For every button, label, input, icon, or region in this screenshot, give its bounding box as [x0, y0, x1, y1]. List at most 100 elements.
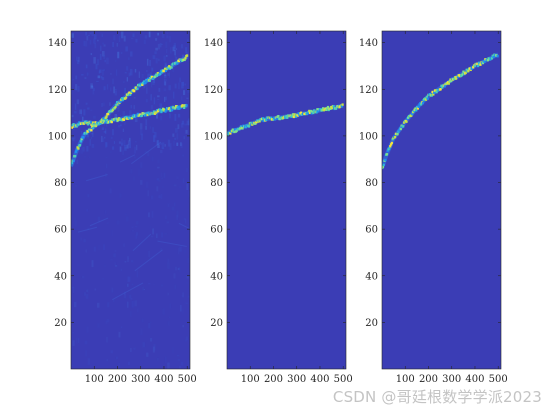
ridge-point — [107, 112, 110, 116]
noise-speck — [185, 129, 188, 134]
ridge-point — [72, 123, 75, 126]
noise-speck — [129, 141, 132, 149]
noise-speck — [153, 283, 156, 285]
noise-speck — [157, 58, 160, 62]
noise-speck — [145, 83, 148, 88]
noise-speck — [159, 103, 163, 108]
noise-speck — [71, 90, 73, 95]
noise-speck — [86, 145, 89, 152]
noise-speck — [153, 344, 156, 351]
ridge-point — [94, 124, 98, 128]
noise-speck — [93, 115, 96, 119]
noise-speck — [184, 218, 187, 224]
noise-speck — [84, 40, 88, 47]
noise-speck — [75, 84, 78, 91]
noise-speck — [91, 31, 94, 37]
noise-speck — [182, 81, 184, 86]
noise-speck — [140, 123, 143, 130]
noise-speck — [156, 177, 160, 180]
noise-speck — [76, 99, 80, 105]
ridge-point — [152, 110, 156, 113]
noise-speck — [128, 276, 131, 282]
noise-speck — [138, 168, 140, 176]
ridge-point — [255, 120, 258, 124]
noise-speck — [141, 73, 144, 79]
ridge-point — [476, 62, 479, 66]
ridge-point — [160, 110, 163, 114]
ridge-point — [418, 103, 421, 106]
noise-speck — [71, 114, 74, 118]
ridge-point — [402, 125, 405, 128]
noise-speck — [83, 292, 87, 296]
noise-speck — [123, 140, 126, 146]
noise-speck — [86, 72, 89, 76]
noise-speck — [186, 282, 188, 284]
noise-speck — [115, 69, 118, 76]
ridge-point — [446, 81, 450, 84]
noise-speck — [120, 52, 123, 54]
noise-speck — [71, 137, 74, 140]
ridge-point — [234, 128, 237, 131]
noise-speck — [165, 96, 167, 101]
ridge-point — [133, 89, 136, 93]
noise-speck — [149, 72, 152, 76]
ridge-point — [74, 154, 77, 158]
noise-speck — [174, 83, 177, 89]
noise-speck — [123, 291, 127, 299]
y-tick-label: 80 — [210, 178, 223, 189]
noise-speck — [184, 123, 187, 126]
noise-speck — [140, 328, 143, 335]
noise-speck — [147, 190, 149, 197]
noise-speck — [81, 275, 85, 279]
noise-speck — [96, 80, 99, 83]
noise-speck — [74, 111, 77, 114]
noise-speck — [134, 156, 136, 159]
ridge-point — [258, 120, 261, 123]
noise-speck — [157, 159, 160, 164]
ridge-point — [94, 121, 97, 124]
noise-speck — [133, 105, 135, 110]
ridge-point — [159, 109, 162, 112]
x-tick-label: 100 — [396, 374, 415, 385]
noise-speck — [122, 149, 125, 156]
noise-speck — [157, 144, 160, 149]
noise-speck — [77, 264, 80, 266]
x-tick-label: 300 — [131, 374, 150, 385]
noise-speck — [97, 323, 100, 328]
heatmap-background — [71, 31, 190, 369]
ridge-point — [155, 110, 158, 114]
ridge-point — [476, 64, 480, 68]
ridge-line — [227, 103, 344, 136]
noise-speck — [180, 143, 183, 148]
noise-speck — [77, 368, 81, 369]
noise-speck — [152, 80, 155, 86]
noise-speck — [97, 39, 99, 42]
ridge-point — [71, 164, 73, 167]
y-tick-label: 120 — [204, 85, 223, 96]
noise-speck — [181, 82, 184, 89]
noise-speck — [72, 286, 75, 294]
ridge-point — [168, 67, 172, 70]
ridge-point — [434, 89, 437, 92]
ridge-point — [227, 131, 229, 135]
noise-speck — [103, 130, 107, 133]
noise-speck — [162, 308, 165, 315]
ridge-point — [462, 70, 465, 73]
heatmap-background — [382, 31, 501, 369]
noise-speck — [87, 227, 90, 231]
ridge-point — [117, 118, 120, 122]
ridge-point — [448, 80, 451, 83]
noise-speck — [163, 55, 166, 62]
noise-speck — [145, 119, 148, 126]
ridge-point — [98, 122, 102, 125]
noise-speck — [156, 233, 158, 238]
noise-speck — [180, 142, 182, 147]
noise-speck — [86, 35, 89, 41]
noise-speck — [156, 139, 160, 145]
noise-speck — [125, 46, 128, 52]
noise-speck — [93, 246, 96, 252]
ridge-point — [420, 103, 423, 106]
noise-speck — [113, 298, 115, 303]
noise-speck — [101, 135, 103, 143]
